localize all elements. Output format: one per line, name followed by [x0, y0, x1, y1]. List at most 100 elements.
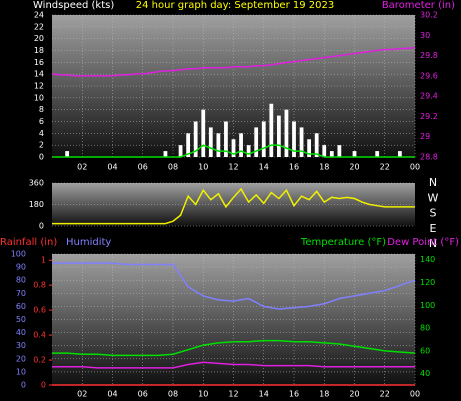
y2-tick-label: 29	[420, 132, 430, 141]
bar	[224, 121, 228, 157]
y2-tick-label: 30	[420, 31, 430, 40]
bar	[307, 139, 312, 157]
x-tick-label: 00	[410, 390, 420, 399]
y-tick-label: 90	[16, 263, 26, 272]
bar	[246, 145, 251, 157]
x-tick-label: 02	[77, 163, 87, 172]
y2-tick-label: E	[430, 222, 437, 235]
x-tick-label: 20	[349, 163, 359, 172]
y-tick-label: 18	[34, 46, 44, 55]
bar	[163, 151, 168, 157]
bar	[186, 133, 191, 157]
y-tick-label: 22	[34, 22, 44, 31]
y2-tick-label: N	[429, 176, 437, 189]
bar	[65, 151, 70, 157]
legend-label: Humidity	[66, 237, 111, 248]
bar	[375, 151, 380, 157]
y-tick-label: 14	[34, 70, 44, 79]
x-tick-label: 06	[138, 163, 148, 172]
y3-tick-label: 1	[41, 256, 46, 265]
x-tick-label: 00	[410, 163, 420, 172]
y2-tick-label: N	[429, 237, 437, 250]
bar	[231, 139, 236, 157]
x-tick-label: 12	[228, 390, 238, 399]
y-tick-label: 40	[16, 328, 26, 337]
y2-tick-label: 30.2	[420, 11, 438, 20]
bar	[254, 127, 259, 157]
y3-tick-label: 0.6	[33, 306, 46, 315]
bar	[193, 121, 198, 157]
y-tick-label: 10	[16, 367, 26, 376]
series-line	[52, 262, 416, 310]
x-tick-label: 22	[380, 163, 390, 172]
bar	[208, 127, 213, 157]
bar	[299, 127, 304, 157]
y2-tick-label: 29.8	[420, 51, 438, 60]
y3-tick-label: 0.4	[33, 331, 46, 340]
y2-tick-label: 29.4	[420, 92, 438, 101]
y3-tick-label: 0.8	[33, 281, 46, 290]
x-tick-label: 10	[198, 390, 208, 399]
y-tick-label: 16	[34, 58, 44, 67]
bar	[269, 103, 274, 157]
legend-label: Dew Point (°F)	[387, 237, 459, 248]
y2-tick-label: 29.2	[420, 112, 438, 121]
y-tick-label: 50	[16, 315, 26, 324]
y2-tick-label: 100	[420, 301, 435, 310]
y2-tick-label: 140	[420, 255, 435, 264]
x-tick-label: 06	[138, 390, 148, 399]
bar	[216, 133, 221, 157]
y-tick-label: 6	[39, 117, 44, 126]
y2-tick-label: S	[430, 207, 437, 220]
x-tick-label: 12	[228, 163, 238, 172]
series-line	[52, 187, 415, 225]
y-tick-label: 180	[29, 200, 44, 209]
bar	[314, 133, 319, 157]
series-line	[52, 361, 415, 369]
y-tick-label: 0	[21, 381, 26, 390]
y-tick-label: 4	[39, 129, 44, 138]
bar	[329, 151, 334, 157]
y3-tick-label: 0	[41, 381, 46, 390]
x-tick-label: 08	[168, 390, 178, 399]
y-tick-label: 12	[34, 82, 44, 91]
y-tick-label: 0	[39, 222, 44, 231]
x-tick-label: 14	[259, 390, 269, 399]
series-line	[51, 46, 416, 77]
y3-tick-label: 0.2	[33, 356, 46, 365]
y-tick-label: 2	[39, 141, 44, 150]
bar	[261, 121, 266, 157]
legend-label: Temperature (°F)	[300, 237, 386, 248]
x-tick-label: 10	[198, 163, 208, 172]
y2-tick-label: 120	[420, 278, 435, 287]
bar	[239, 133, 243, 157]
y-tick-label: 10	[34, 93, 44, 102]
x-tick-label: 16	[289, 390, 299, 399]
y-tick-label: 70	[16, 289, 26, 298]
y-tick-label: 60	[16, 302, 26, 311]
y2-tick-label: 80	[420, 324, 430, 333]
x-tick-label: 08	[168, 163, 178, 172]
bar	[337, 145, 342, 157]
x-tick-label: 02	[77, 390, 87, 399]
legend-label: Rainfall (in)	[0, 237, 57, 248]
bar	[178, 145, 183, 157]
y-tick-label: 80	[16, 276, 26, 285]
y-tick-label: 24	[34, 11, 44, 20]
y-tick-label: 100	[11, 250, 26, 259]
y2-tick-label: 28.8	[420, 153, 438, 162]
bar	[322, 145, 327, 157]
y-tick-label: 20	[16, 354, 26, 363]
y2-tick-label: 60	[420, 346, 430, 355]
bar	[397, 151, 402, 157]
y-tick-label: 20	[34, 34, 44, 43]
bar	[276, 115, 281, 157]
x-tick-label: 16	[289, 163, 299, 172]
x-tick-label: 04	[107, 163, 117, 172]
y2-tick-label: 29.6	[420, 71, 438, 80]
y-tick-label: 0	[39, 153, 44, 162]
bar	[292, 121, 296, 157]
x-tick-label: 22	[380, 390, 390, 399]
series-line	[52, 144, 415, 158]
